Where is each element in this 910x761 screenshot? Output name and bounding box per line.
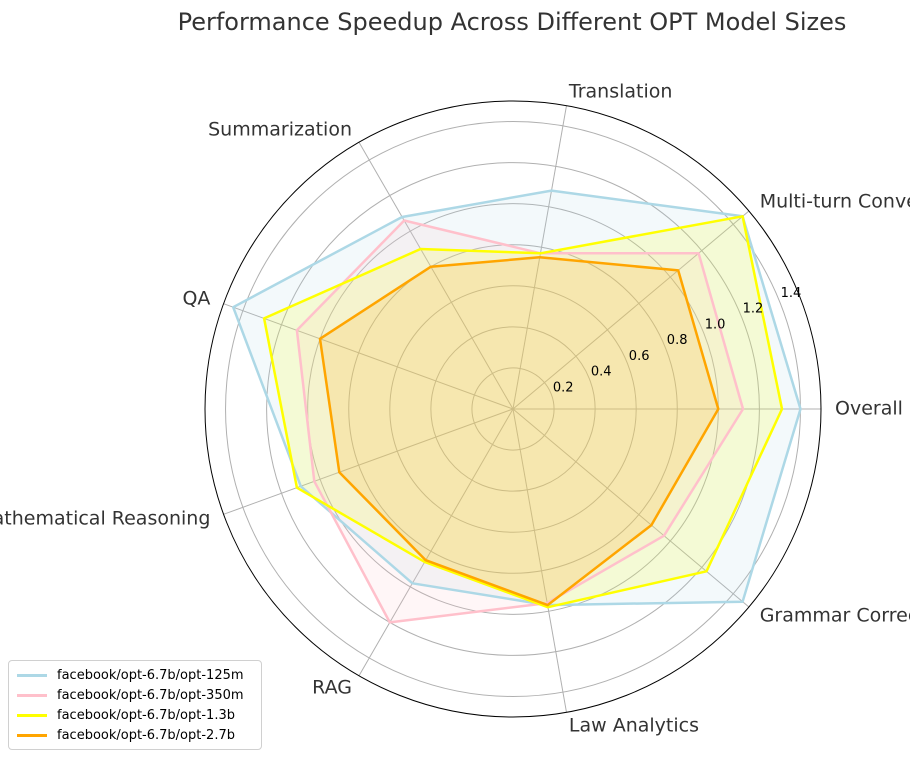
grid-spoke-3: [358, 142, 514, 410]
tick-label-4: 1.0: [705, 317, 726, 332]
legend-item-1: facebook/opt-6.7b/opt-350m: [17, 685, 253, 705]
axis-label-5: Mathematical Reasoning: [0, 508, 210, 530]
series-fill-1: [296, 220, 743, 623]
series-line-1: [295, 219, 745, 624]
legend-label-3: facebook/opt-6.7b/opt-2.7b: [57, 727, 235, 743]
legend-label-2: facebook/opt-6.7b/opt-1.3b: [57, 707, 235, 723]
grid-spoke-1: [512, 210, 750, 410]
axis-label-6: RAG: [312, 676, 352, 698]
grid-spoke-5: [223, 408, 514, 515]
legend-label-0: facebook/opt-6.7b/opt-125m: [57, 667, 244, 683]
chart-title: Performance Speedup Across Different OPT…: [178, 8, 847, 36]
axis-labels: Overall Multi-turn Conversation Translatio…: [0, 80, 910, 736]
tick-label-3: 0.8: [667, 333, 688, 348]
axis-label-1: Multi-turn Conversation: [760, 191, 910, 213]
axis-label-4: QA: [182, 287, 210, 309]
series-fill-0: [233, 190, 801, 606]
radial-tick-labels: 0.2 0.4 0.6 0.8 1.0 1.2 1.4: [553, 286, 801, 395]
series-line-3: [318, 256, 720, 607]
series-line-0: [231, 189, 802, 607]
legend-swatch-1: [17, 693, 47, 697]
tick-label-5: 1.2: [743, 302, 764, 317]
legend: facebook/opt-6.7b/opt-125m facebook/opt-6…: [8, 660, 262, 750]
tick-label-2: 0.6: [629, 349, 650, 364]
legend-swatch-2: [17, 713, 47, 717]
legend-item-0: facebook/opt-6.7b/opt-125m: [17, 665, 253, 685]
tick-label-6: 1.4: [781, 286, 802, 301]
legend-item-3: facebook/opt-6.7b/opt-2.7b: [17, 725, 253, 745]
legend-item-2: facebook/opt-6.7b/opt-1.3b: [17, 705, 253, 725]
grid-spoke-8: [512, 408, 750, 608]
tick-label-1: 0.4: [591, 365, 612, 380]
grid-spoke-4: [223, 303, 514, 410]
radar-series: [231, 189, 802, 624]
grid-spoke-7: [512, 408, 567, 713]
outer-frame: [204, 100, 822, 718]
axis-label-8: Grammar Correction: [760, 605, 910, 627]
grid-spoke-6: [358, 408, 514, 676]
legend-swatch-0: [17, 673, 47, 677]
legend-swatch-3: [17, 733, 47, 737]
series-fill-3: [320, 257, 719, 606]
radar-grid: [204, 100, 822, 718]
axis-label-0: Overall: [835, 398, 903, 420]
axis-label-3: Summarization: [208, 119, 352, 141]
axis-label-2: Translation: [568, 80, 673, 102]
legend-label-1: facebook/opt-6.7b/opt-350m: [57, 687, 244, 703]
series-fill-2: [264, 216, 783, 608]
axis-label-7: Law Analytics: [569, 715, 699, 737]
series-line-2: [262, 215, 784, 609]
tick-label-0: 0.2: [553, 380, 574, 395]
